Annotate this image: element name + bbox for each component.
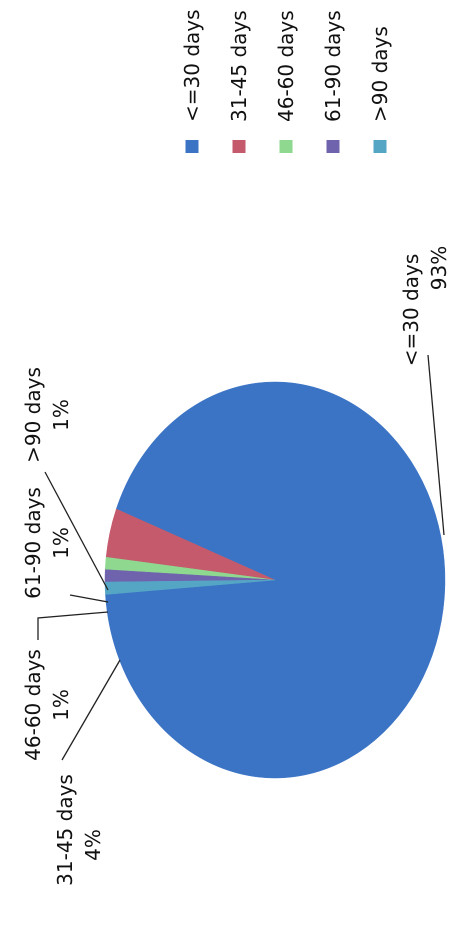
leader-line-le-30-days [427,354,445,536]
leader-line-gt-90-days [44,471,109,591]
leader-line-46-60-days [37,611,109,640]
legend-label-31-45-days: 31-45 days [227,10,251,122]
legend-swatch-gt-90-days [373,140,387,153]
leader-line-61-90-days [69,594,109,603]
slice-value-61-90-days: 1% [49,527,73,559]
legend-swatch-le-30-days [185,140,199,153]
slice-label-le-30-days: <=30 days [399,254,423,367]
slice-label-61-90-days: 61-90 days [21,487,45,599]
leader-lines [37,354,445,761]
legend-swatch-46-60-days [279,140,293,153]
slice-value-gt-90-days: 1% [49,399,73,431]
leader-line-31-45-days [61,659,121,761]
slice-label-46-60-days: 46-60 days [21,649,45,761]
legend-label-le-30-days: <=30 days [180,9,204,122]
pie-slice-le-30-days [105,381,446,779]
slice-label-gt-90-days: >90 days [21,367,45,463]
legend: <=30 days 31-45 days 46-60 days 61-90 days >… [180,9,392,153]
legend-label-46-60-days: 46-60 days [274,10,298,122]
legend-swatch-31-45-days [232,140,246,153]
legend-swatch-61-90-days [326,140,340,153]
pie-slice-gt-90-days [104,579,276,595]
legend-label-gt-90-days: >90 days [368,26,392,122]
pie-slices [104,381,446,779]
slice-value-46-60-days: 1% [49,689,73,721]
slice-value-31-45-days: 4% [81,829,105,861]
slice-label-31-45-days: 31-45 days [53,774,77,886]
legend-label-61-90-days: 61-90 days [321,10,345,122]
slice-value-le-30-days: 93% [427,246,451,290]
slice-labels: <=30 days 93%31-45 days 4%46-60 days 1%61-9… [21,246,451,886]
